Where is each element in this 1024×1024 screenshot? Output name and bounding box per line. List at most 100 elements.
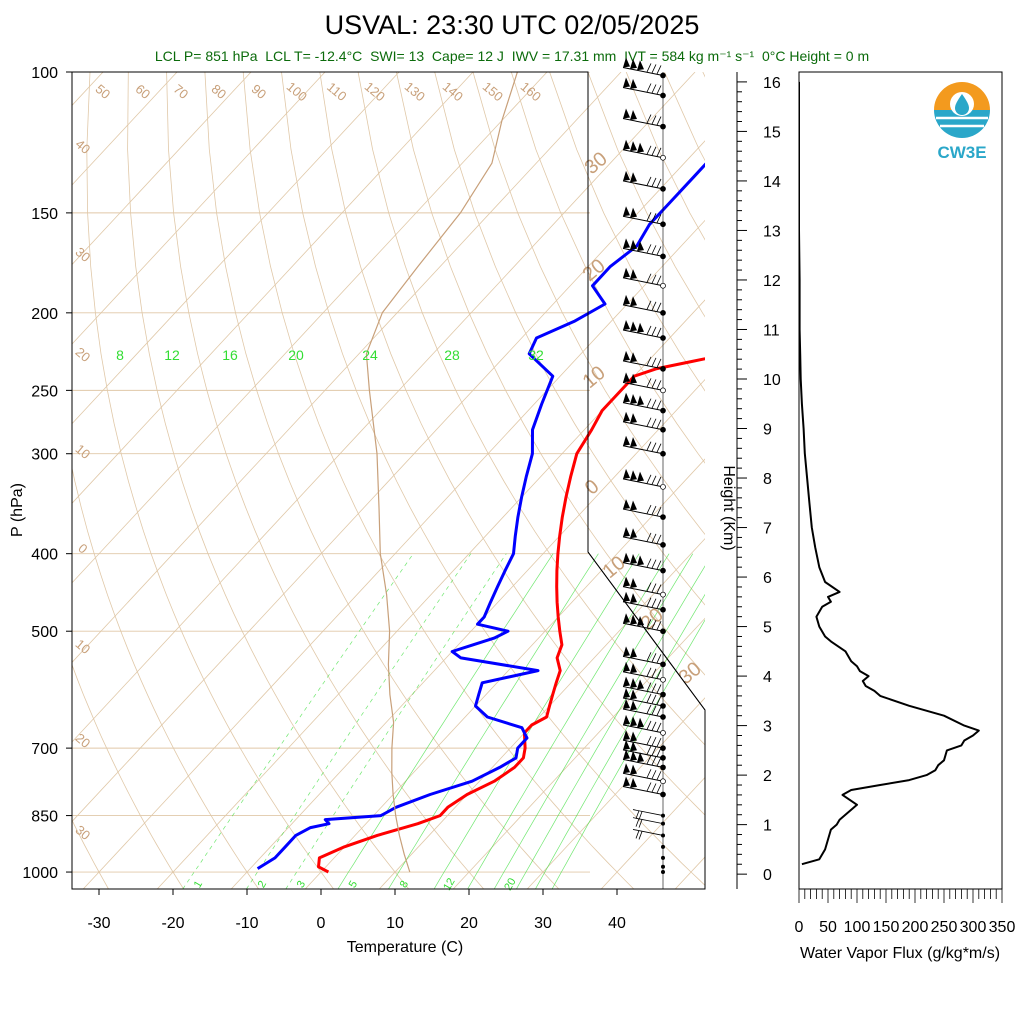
barb-flag bbox=[630, 700, 637, 711]
height-tick-label: 16 bbox=[763, 75, 781, 92]
barb-tick bbox=[656, 400, 662, 410]
barb-flag bbox=[630, 470, 637, 481]
isotherm-line bbox=[82, 219, 705, 889]
wind-barb bbox=[632, 829, 665, 840]
barb-dot bbox=[660, 764, 666, 771]
barb-flag bbox=[630, 239, 637, 250]
barb-tick bbox=[646, 114, 652, 124]
isotherm-label: 130 bbox=[402, 79, 428, 104]
barb-dot bbox=[661, 844, 665, 849]
dry-adiabat-line bbox=[0, 72, 34, 889]
barb-tick bbox=[646, 474, 652, 484]
barb-shaft bbox=[622, 622, 664, 632]
mixing-ratio-label: 16 bbox=[222, 347, 238, 363]
barb-tick bbox=[656, 737, 662, 747]
wind-barb bbox=[622, 591, 666, 613]
wind-barb bbox=[622, 139, 666, 161]
dry-adiabat-line bbox=[587, 72, 705, 318]
isotherm-label: 10 bbox=[73, 636, 94, 657]
barb-shaft bbox=[632, 817, 664, 828]
dry-adiabat-line bbox=[741, 72, 1024, 889]
dry-adiabat-line bbox=[779, 72, 1024, 889]
height-tick-label: 8 bbox=[763, 471, 772, 488]
barb-shaft bbox=[622, 445, 664, 455]
barb-shaft bbox=[622, 586, 664, 596]
dry-adiabat-line bbox=[127, 72, 410, 889]
barb-tick bbox=[656, 534, 662, 544]
barb-tick bbox=[656, 302, 662, 312]
y-tick-label: 200 bbox=[31, 306, 58, 323]
skewt-background-lines bbox=[0, 72, 1024, 889]
barb-dot bbox=[660, 123, 666, 130]
flux-tick-label: 300 bbox=[960, 919, 987, 936]
barb-tick bbox=[651, 418, 657, 428]
height-tick-label: 6 bbox=[763, 570, 772, 587]
lapse-label: 20 bbox=[579, 255, 610, 286]
barb-tick bbox=[646, 720, 652, 730]
height-tick-label: 1 bbox=[763, 818, 772, 835]
wind-barb bbox=[661, 844, 665, 849]
barb-flag bbox=[623, 294, 630, 305]
barb-flag bbox=[630, 437, 637, 448]
barb-flag bbox=[630, 141, 637, 152]
wind-barb bbox=[622, 392, 666, 414]
barb-tick bbox=[646, 782, 652, 792]
barb-tick bbox=[646, 356, 652, 366]
barb-tick bbox=[646, 417, 652, 427]
barb-dot bbox=[660, 335, 666, 341]
wind-barb bbox=[622, 350, 666, 372]
mixing-ratio-line bbox=[493, 553, 694, 889]
barb-dot bbox=[660, 628, 666, 635]
barb-tick bbox=[651, 213, 657, 222]
barb-tick bbox=[646, 667, 652, 677]
isotherm-label: 0 bbox=[75, 540, 90, 556]
barb-shaft bbox=[622, 247, 664, 257]
wind-barb bbox=[622, 613, 666, 635]
mixing-ratio-label: 5 bbox=[347, 879, 360, 890]
barb-flag bbox=[637, 616, 644, 627]
wind-barb bbox=[622, 435, 666, 457]
barb-flag bbox=[623, 170, 630, 181]
wind-barb bbox=[661, 870, 665, 875]
barb-flag bbox=[630, 109, 637, 120]
barb-tick bbox=[646, 755, 652, 765]
skewt-series bbox=[256, 72, 705, 874]
isotherm-line bbox=[0, 72, 29, 889]
mixing-ratio-label: 28 bbox=[444, 347, 460, 363]
height-tick-label: 12 bbox=[763, 273, 781, 290]
barb-flag bbox=[630, 677, 637, 688]
lapse-label: 30 bbox=[581, 148, 612, 179]
barb-tick bbox=[651, 653, 657, 662]
barb-tick bbox=[651, 694, 657, 704]
lapse-label: 0 bbox=[581, 475, 604, 499]
barb-shaft bbox=[622, 329, 664, 339]
barb-dot bbox=[660, 221, 666, 228]
flux-tick-label: 0 bbox=[795, 919, 804, 936]
barb-flag bbox=[623, 372, 630, 383]
height-tick-label: 14 bbox=[763, 174, 781, 191]
barb-dot bbox=[660, 450, 666, 457]
isotherm-line bbox=[526, 697, 705, 889]
y-axis-title: P (hPa) bbox=[9, 483, 26, 537]
barb-tick bbox=[651, 583, 657, 593]
isotherm-label: 150 bbox=[480, 79, 506, 104]
barb-shaft bbox=[622, 381, 664, 391]
mixing-ratio-label: 8 bbox=[398, 879, 411, 890]
barb-tick bbox=[646, 244, 652, 254]
barb-shaft bbox=[622, 671, 664, 681]
barb-flag bbox=[630, 373, 637, 384]
barb-flag bbox=[623, 392, 630, 403]
barb-tick bbox=[656, 116, 662, 126]
barb-tick bbox=[651, 84, 657, 94]
barb-shaft bbox=[622, 724, 664, 734]
barb-tick bbox=[651, 559, 657, 569]
barb-tick bbox=[651, 326, 657, 336]
barb-dot bbox=[660, 366, 666, 372]
barb-shaft bbox=[622, 686, 664, 696]
barb-shaft bbox=[622, 478, 664, 488]
barb-shaft bbox=[632, 809, 664, 820]
barb-flag bbox=[637, 555, 644, 566]
barb-tick bbox=[651, 756, 657, 766]
isotherm-label: 120 bbox=[362, 79, 388, 104]
